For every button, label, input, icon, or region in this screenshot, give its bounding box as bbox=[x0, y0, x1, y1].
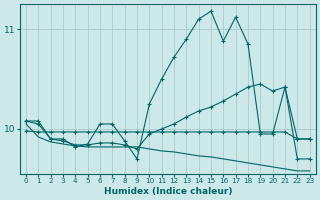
X-axis label: Humidex (Indice chaleur): Humidex (Indice chaleur) bbox=[104, 187, 232, 196]
